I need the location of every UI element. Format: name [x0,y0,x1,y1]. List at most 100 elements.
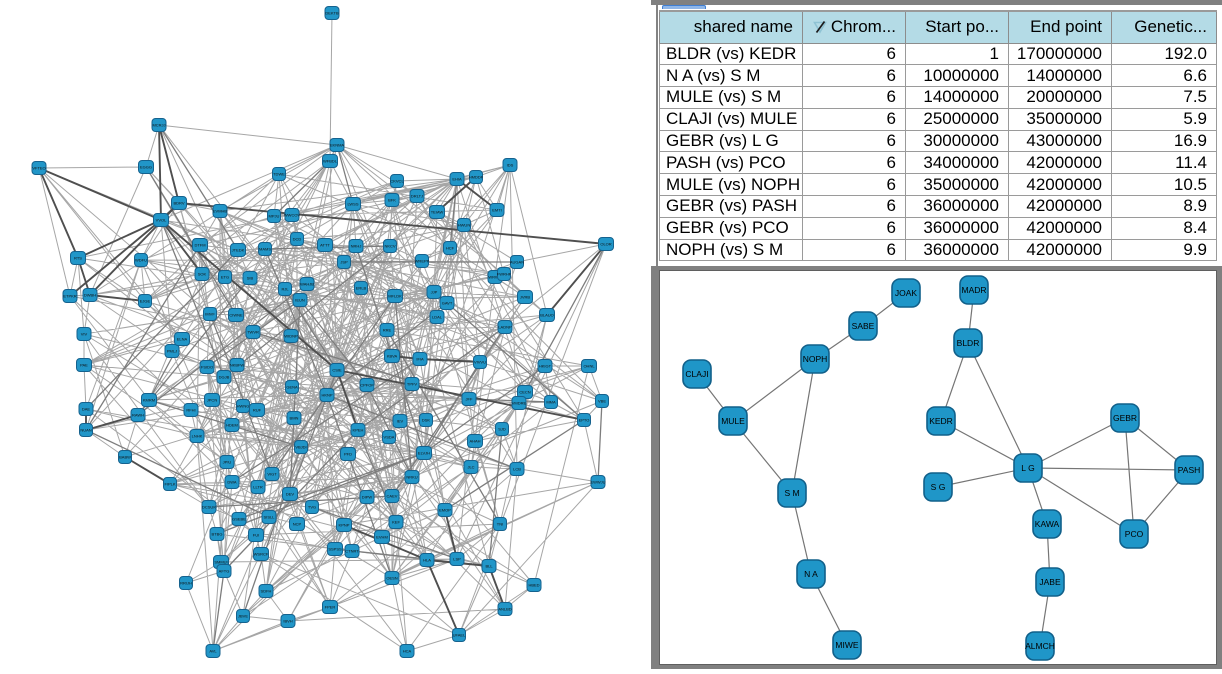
svg-text:IBVH: IBVH [283,619,292,624]
svg-text:EHIA: EHIA [452,177,462,182]
svg-text:HMDDF: HMDDF [469,175,484,180]
svg-text:DIPW: DIPW [362,495,373,500]
svg-text:SABE: SABE [852,321,875,331]
svg-text:GENA: GENA [286,385,298,390]
svg-text:DGJB: DGJB [219,375,230,380]
svg-text:IFIA: IFIA [416,357,424,362]
svg-text:NOPH: NOPH [803,354,828,364]
svg-text:EKNMA: EKNMA [330,143,345,148]
svg-text:LCB: LCB [513,467,521,472]
svg-text:EPTO: EPTO [579,418,590,423]
svg-text:FWRHF: FWRHF [497,272,512,277]
svg-text:RAWH: RAWH [132,413,144,418]
svg-text:PMLJ: PMLJ [167,349,177,354]
svg-text:MULE: MULE [721,416,745,426]
svg-text:CKVCL: CKVCL [390,179,404,184]
svg-text:WSRCF: WSRCF [254,552,269,557]
svg-text:VVOL: VVOL [156,218,167,223]
svg-text:AFTG: AFTG [219,569,230,574]
svg-text:L G: L G [1021,463,1034,473]
svg-text:OHNL: OHNL [583,364,595,369]
svg-text:BTBG: BTBG [212,532,223,537]
svg-text:NKCV: NKCV [384,244,395,249]
svg-text:TNI: TNI [497,522,503,527]
svg-text:EVHM: EVHM [376,535,388,540]
svg-text:SDFH: SDFH [261,589,272,594]
svg-text:FUI: FUI [253,533,259,538]
svg-text:CECN: CECN [519,390,530,395]
svg-text:WREPP: WREPP [415,259,430,264]
svg-text:TPFV: TPFV [407,382,418,387]
svg-text:RTS: RTS [74,256,82,261]
svg-text:JJP: JJP [431,290,438,295]
svg-text:DCSUK: DCSUK [202,505,216,510]
svg-text:ETG: ETG [221,275,229,280]
svg-text:BFK: BFK [388,198,396,203]
svg-text:KBVA: KBVA [387,354,398,359]
svg-text:TVG: TVG [308,505,316,510]
svg-text:ELNA: ELNA [177,337,188,342]
svg-text:FIPLK: FIPLK [164,482,175,487]
svg-text:WWCOV: WWCOV [284,213,301,218]
svg-text:SJD: SJD [498,427,506,432]
svg-text:DWBH: DWBH [84,293,96,298]
svg-text:OLOR: OLOR [600,242,611,247]
svg-text:HKNP: HKNP [321,393,332,398]
svg-text:FSIDO: FSIDO [201,365,213,370]
svg-text:VIGT: VIGT [267,472,277,477]
svg-text:HDEM: HDEM [226,423,238,428]
svg-text:KPNP: KPNP [339,523,350,528]
svg-text:DTFM: DTFM [194,243,205,248]
svg-text:RRE: RRE [383,328,392,333]
svg-text:HBED: HBED [528,583,539,588]
svg-text:AVL: AVL [209,649,217,654]
svg-text:IMVF: IMVF [205,312,215,317]
svg-text:CSIE: CSIE [332,368,342,373]
svg-text:JFF: JFF [466,397,473,402]
svg-text:S G: S G [931,482,946,492]
svg-text:HWUN: HWUN [458,223,471,228]
svg-text:EGGG: EGGG [140,165,152,170]
svg-text:BLAUO: BLAUO [540,313,554,318]
svg-text:PASH: PASH [1178,465,1201,475]
svg-text:NUAN: NUAN [80,428,91,433]
svg-text:DAE: DAE [82,407,91,412]
svg-text:EWWJU: EWWJU [590,480,605,485]
svg-text:JVRB: JVRB [520,295,531,300]
svg-text:BLL: BLL [485,564,493,569]
svg-text:DSK: DSK [422,418,431,423]
svg-text:VMDRE: VMDRE [512,401,527,406]
svg-text:MIWE: MIWE [835,640,858,650]
svg-text:PAE: PAE [80,363,88,368]
svg-text:WDFU: WDFU [135,258,147,263]
svg-text:JBVE: JBVE [238,614,248,619]
svg-text:IDS: IDS [507,163,514,168]
svg-text:IEV: IEV [397,419,404,424]
svg-text:MCRJJ: MCRJJ [152,123,165,128]
svg-text:NRKU: NRKU [406,475,417,480]
svg-text:OESN: OESN [386,576,397,581]
svg-text:VBE: VBE [598,399,606,404]
svg-text:CPFOF: CPFOF [360,383,374,388]
svg-text:BABW: BABW [119,455,131,460]
svg-text:VIV: VIV [81,332,88,337]
svg-text:KPEH: KPEH [353,428,364,433]
svg-text:TWVR: TWVR [247,330,259,335]
svg-text:LLTR: LLTR [253,485,263,490]
svg-text:JOAK: JOAK [895,288,918,298]
svg-text:BMN: BMN [290,416,299,421]
svg-text:S M: S M [784,488,799,498]
svg-text:MFLDK: MFLDK [388,294,402,299]
svg-text:ATTT: ATTT [320,243,330,248]
svg-text:SISLL: SISLL [264,515,276,520]
svg-text:RRIJH: RRIJH [180,581,192,586]
svg-text:UFAEL: UFAEL [453,633,466,638]
svg-text:LNHK: LNHK [192,434,203,439]
svg-text:NKBFW: NKBFW [230,363,245,368]
svg-text:PFD: PFD [344,452,352,457]
svg-text:HWNG: HWNG [237,404,250,409]
svg-text:DEV: DEV [286,492,295,497]
svg-text:MPJU: MPJU [269,214,280,219]
svg-text:CLAJI: CLAJI [685,369,708,379]
svg-text:PCO: PCO [1125,529,1144,539]
